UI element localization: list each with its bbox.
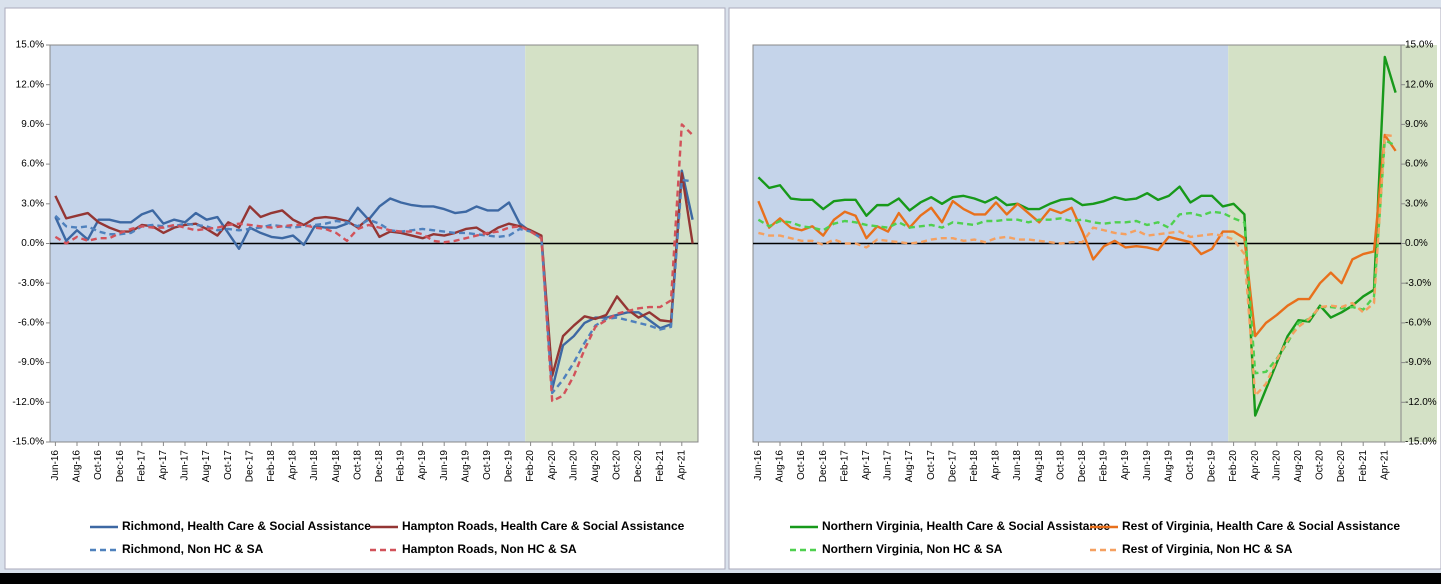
series-line	[54, 172, 694, 378]
x-tick-label: Aug-19	[460, 450, 471, 483]
x-tick-label: Oct-16	[93, 450, 104, 480]
legend-label: Richmond, Non HC & SA	[122, 542, 264, 556]
y-tick-label: 9.0%	[1405, 119, 1428, 130]
y-tick-label: 12.0%	[1405, 79, 1433, 90]
x-tick-label: Feb-18	[969, 450, 980, 482]
x-tick-label: Jun-18	[1012, 450, 1023, 481]
y-tick-label: 15.0%	[1405, 40, 1433, 51]
x-tick-label: Dec-17	[947, 450, 958, 483]
x-tick-label: Feb-20	[525, 450, 536, 482]
x-tick-label: Oct-17	[223, 450, 234, 480]
y-tick-label: -3.0%	[18, 278, 44, 289]
y-tick-label: -12.0%	[12, 397, 44, 408]
y-tick-label: -6.0%	[1405, 318, 1431, 329]
x-tick-label: Jun-16	[50, 450, 61, 481]
y-tick-label: -15.0%	[1405, 437, 1437, 448]
x-tick-label: Aug-18	[331, 450, 342, 483]
series-line	[54, 169, 694, 391]
y-tick-label: -12.0%	[1405, 397, 1437, 408]
x-tick-label: Apr-17	[158, 450, 169, 480]
legend-label: Rest of Virginia, Non HC & SA	[1122, 542, 1293, 556]
series-line	[54, 178, 693, 395]
x-tick-label: Aug-16	[775, 450, 786, 483]
x-tick-label: Apr-20	[547, 450, 558, 480]
x-tick-label: Jun-20	[1271, 450, 1282, 481]
y-tick-label: 0.0%	[21, 238, 44, 249]
legend-label: Richmond, Health Care & Social Assistanc…	[122, 519, 371, 533]
x-tick-label: Dec-20	[1336, 450, 1347, 483]
x-tick-label: Jun-17	[883, 450, 894, 481]
x-tick-label: Jun-20	[568, 450, 579, 481]
x-tick-label: Dec-16	[818, 450, 829, 483]
x-tick-label: Oct-18	[1055, 450, 1066, 480]
x-tick-label: Oct-20	[1315, 450, 1326, 480]
x-tick-label: Aug-17	[904, 450, 915, 483]
x-tick-label: Apr-21	[1379, 450, 1390, 480]
series-line	[758, 133, 1396, 397]
x-tick-label: Dec-16	[115, 450, 126, 483]
x-tick-label: Oct-20	[612, 450, 623, 480]
y-tick-label: 9.0%	[21, 119, 44, 130]
y-tick-label: 12.0%	[16, 79, 44, 90]
x-tick-label: Jun-19	[1142, 450, 1153, 481]
y-tick-label: 3.0%	[21, 198, 44, 209]
x-tick-label: Feb-18	[266, 450, 277, 482]
y-tick-label: 15.0%	[16, 40, 44, 51]
y-tick-label: 0.0%	[1405, 238, 1428, 249]
x-tick-label: Aug-19	[1163, 450, 1174, 483]
legend-label: Rest of Virginia, Health Care & Social A…	[1122, 519, 1400, 533]
x-tick-label: Feb-19	[1099, 450, 1110, 482]
x-tick-label: Jun-18	[309, 450, 320, 481]
x-tick-label: Jun-17	[180, 450, 191, 481]
x-tick-label: Dec-19	[504, 450, 515, 483]
x-tick-label: Feb-21	[1358, 450, 1369, 482]
x-tick-label: Aug-20	[1293, 450, 1304, 483]
x-tick-label: Jun-16	[753, 450, 764, 481]
x-tick-label: Feb-17	[136, 450, 147, 482]
x-tick-label: Oct-19	[482, 450, 493, 480]
x-tick-label: Oct-16	[796, 450, 807, 480]
x-tick-label: Apr-18	[288, 450, 299, 480]
x-tick-label: Feb-21	[655, 450, 666, 482]
x-tick-label: Feb-20	[1228, 450, 1239, 482]
y-tick-label: 6.0%	[1405, 159, 1428, 170]
x-tick-label: Dec-19	[1207, 450, 1218, 483]
x-tick-label: Apr-20	[1250, 450, 1261, 480]
x-tick-label: Apr-17	[861, 450, 872, 480]
legend-label: Northern Virginia, Non HC & SA	[822, 542, 1003, 556]
legend-label: Hampton Roads, Non HC & SA	[402, 542, 577, 556]
x-tick-label: Jun-19	[439, 450, 450, 481]
x-tick-label: Apr-21	[676, 450, 687, 480]
y-tick-label: 3.0%	[1405, 198, 1428, 209]
x-tick-label: Dec-17	[244, 450, 255, 483]
x-tick-label: Apr-19	[1120, 450, 1131, 480]
x-tick-label: Oct-17	[926, 450, 937, 480]
y-tick-label: -15.0%	[12, 437, 44, 448]
x-tick-label: Aug-16	[72, 450, 83, 483]
series-line	[54, 123, 694, 403]
x-tick-label: Apr-18	[991, 450, 1002, 480]
x-tick-label: Dec-18	[374, 450, 385, 483]
x-tick-label: Dec-18	[1077, 450, 1088, 483]
x-tick-label: Aug-18	[1034, 450, 1045, 483]
x-tick-label: Oct-19	[1185, 450, 1196, 480]
legend-label: Northern Virginia, Health Care & Social …	[822, 519, 1110, 533]
x-tick-label: Dec-20	[633, 450, 644, 483]
y-tick-label: -9.0%	[1405, 357, 1431, 368]
y-tick-label: -9.0%	[18, 357, 44, 368]
x-tick-label: Aug-17	[201, 450, 212, 483]
y-tick-label: 6.0%	[21, 159, 44, 170]
x-tick-label: Feb-17	[839, 450, 850, 482]
series-line	[757, 55, 1397, 417]
y-tick-label: -6.0%	[18, 318, 44, 329]
y-tick-label: -3.0%	[1405, 278, 1431, 289]
x-tick-label: Oct-18	[352, 450, 363, 480]
taskbar	[0, 573, 1441, 584]
x-tick-label: Apr-19	[417, 450, 428, 480]
x-tick-label: Aug-20	[590, 450, 601, 483]
legend-label: Hampton Roads, Health Care & Social Assi…	[402, 519, 685, 533]
x-tick-label: Feb-19	[396, 450, 407, 482]
